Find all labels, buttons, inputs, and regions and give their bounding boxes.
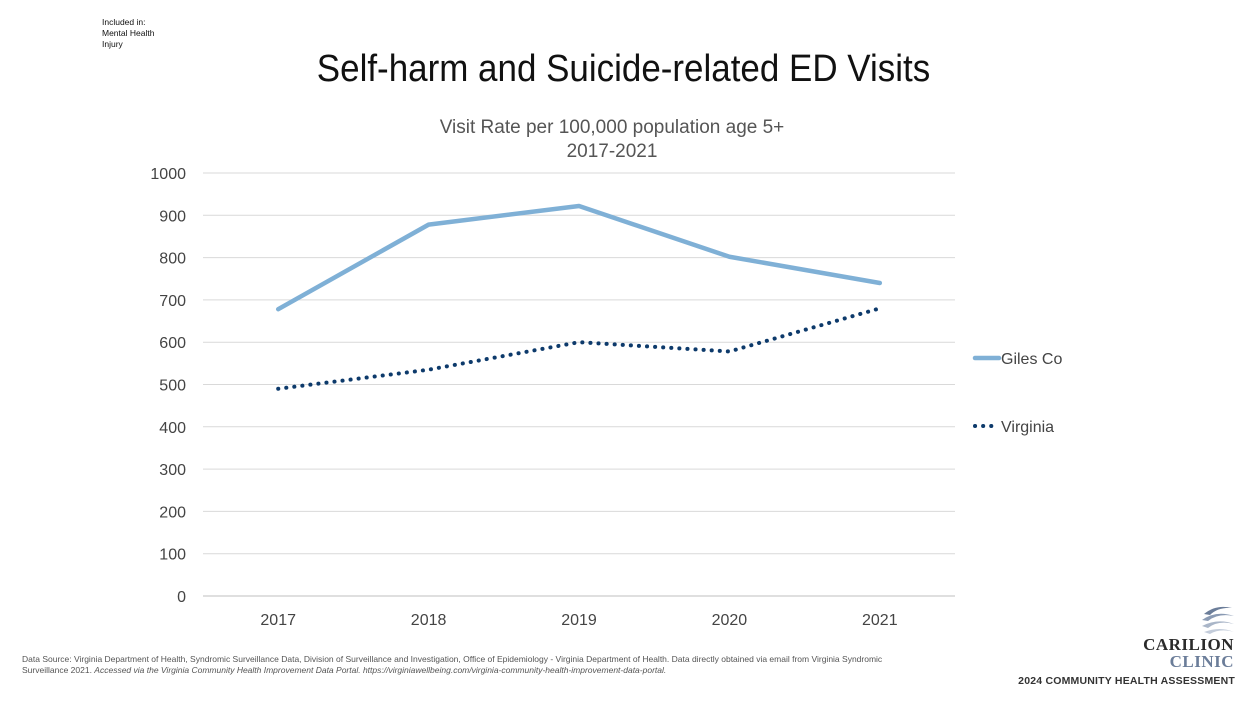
x-tick-label: 2020 xyxy=(712,612,748,629)
y-tick-label: 600 xyxy=(159,335,186,352)
logo-wordmark-2: CLINIC xyxy=(1169,652,1234,671)
chart-title: Visit Rate per 100,000 population age 5+ xyxy=(440,117,785,138)
series-line-giles-co xyxy=(275,203,883,312)
y-tick-label: 800 xyxy=(159,251,186,268)
x-tick-label: 2017 xyxy=(260,612,296,629)
y-tick-label: 400 xyxy=(159,420,186,437)
y-tick-label: 300 xyxy=(159,462,186,479)
y-tick-label: 500 xyxy=(159,378,186,395)
logo-wordmark-1: CARILION xyxy=(1143,635,1234,654)
included-line: Included in: xyxy=(102,17,146,27)
series-line-virginia xyxy=(276,306,882,391)
assessment-label: 2024 COMMUNITY HEALTH ASSESSMENT xyxy=(1018,675,1235,687)
included-line: Injury xyxy=(102,39,123,49)
y-tick-label: 100 xyxy=(159,547,186,564)
legend-label: Virginia xyxy=(1001,419,1054,436)
y-tick-label: 900 xyxy=(159,208,186,225)
y-tick-label: 700 xyxy=(159,293,186,310)
line-chart: Visit Rate per 100,000 population age 5+… xyxy=(150,117,1062,629)
y-tick-label: 1000 xyxy=(150,166,186,183)
included-in-note: Included in: Mental Health Injury xyxy=(102,17,154,50)
carilion-logo: CARILION CLINIC xyxy=(1118,602,1236,674)
page-title: Self-harm and Suicide-related ED Visits xyxy=(316,48,931,90)
data-source-footnote: Data Source: Virginia Department of Heal… xyxy=(22,654,922,676)
footnote-portal: Accessed via the Virginia Community Heal… xyxy=(94,665,667,675)
chart-subtitle: 2017-2021 xyxy=(567,141,658,162)
y-tick-label: 0 xyxy=(177,589,186,606)
included-line: Mental Health xyxy=(102,28,155,38)
x-tick-label: 2019 xyxy=(561,612,597,629)
x-tick-label: 2018 xyxy=(411,612,447,629)
legend-label: Giles Co xyxy=(1001,351,1062,368)
y-tick-label: 200 xyxy=(159,504,186,521)
footnote-source: Data Source: Virginia Department of Heal… xyxy=(22,654,883,675)
x-tick-label: 2021 xyxy=(862,612,898,629)
logo-swoosh-icon xyxy=(1202,606,1234,634)
